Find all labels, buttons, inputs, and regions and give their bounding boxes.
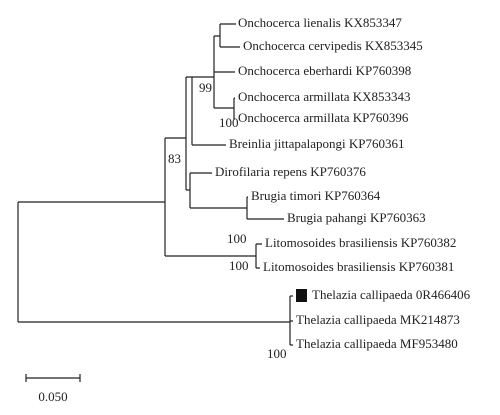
thelazia-clade	[289, 295, 293, 346]
node-83	[185, 76, 192, 191]
brugia-clade	[189, 172, 284, 220]
leaf-label: Onchocerca eberhardi KP760398	[238, 63, 411, 78]
leaf-label: Dirofilaria repens KP760376	[215, 164, 366, 179]
root-branches	[17, 201, 290, 323]
leaf-label: Thelazia callipaeda MF953480	[296, 336, 458, 351]
bootstrap-value: 100	[219, 115, 239, 130]
bootstrap-value: 100	[227, 231, 247, 246]
leaf-label: Onchocerca lienalis KX853347	[238, 15, 402, 30]
leaf-label: Brugia timori KP760364	[251, 188, 381, 203]
leaf-label: Onchocerca cervipedis KX853345	[243, 38, 423, 53]
leaf-label: Onchocerca armillata KX853343	[238, 89, 411, 104]
scale-bar	[25, 374, 81, 382]
leaf-label: Thelazia callipaeda 0R466406	[312, 287, 471, 302]
leaf-label: Onchocerca armillata KP760396	[238, 110, 409, 125]
leaf-label: Breinlia jittapalapongi KP760361	[229, 136, 404, 151]
breinlia-branches	[191, 76, 226, 146]
scale-label: 0.050	[38, 389, 67, 404]
branches	[17, 23, 307, 346]
bootstrap-value: 99	[199, 80, 212, 95]
onchocerca-clade	[213, 23, 240, 120]
leaf-label: Brugia pahangi KP760363	[287, 210, 426, 225]
bootstrap-value: 83	[168, 151, 181, 166]
bootstrap-value: 100	[267, 346, 287, 361]
leaf-label: Thelazia callipaeda MK214873	[296, 312, 460, 327]
leaf-label: Litomosoides brasiliensis KP760381	[263, 259, 454, 274]
ingroup-branches	[164, 137, 262, 269]
bootstrap-value: 100	[229, 258, 249, 273]
leaf-label: Litomosoides brasiliensis KP760382	[265, 235, 456, 250]
highlight-marker	[296, 289, 307, 302]
